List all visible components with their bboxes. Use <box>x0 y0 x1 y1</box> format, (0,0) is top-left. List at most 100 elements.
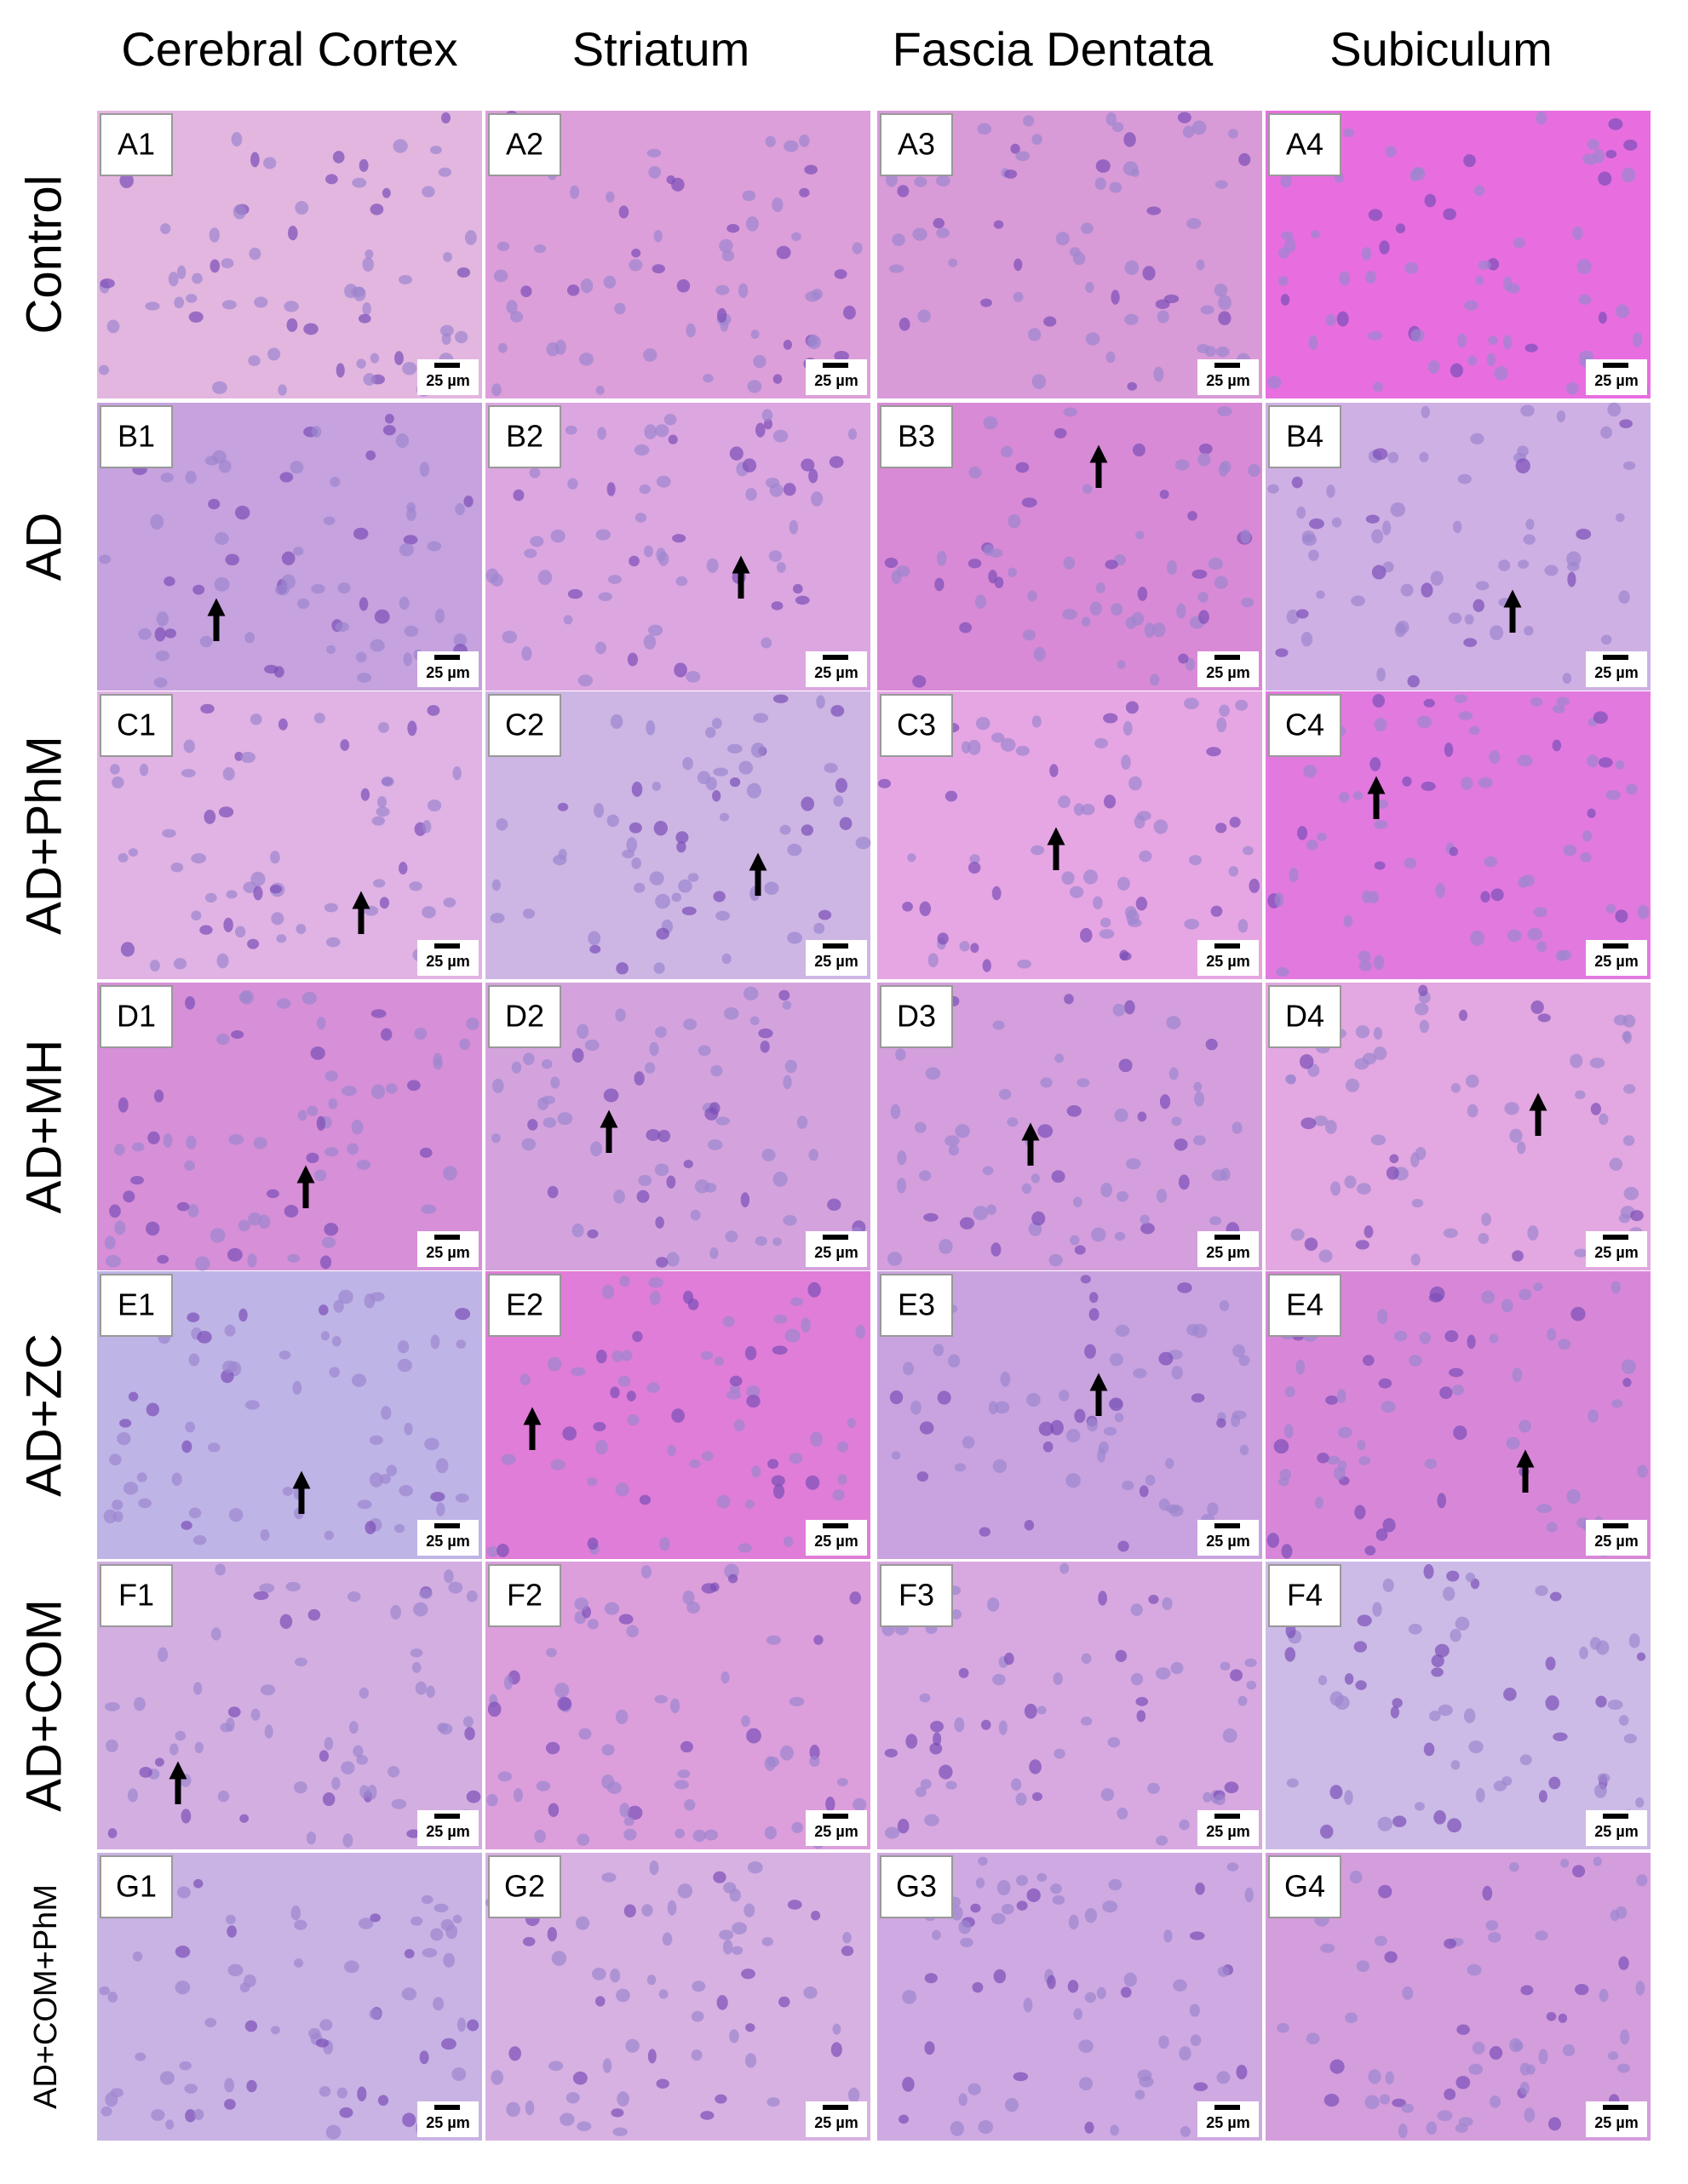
cell <box>1444 1330 1459 1343</box>
cell <box>783 1075 792 1090</box>
cell <box>951 1608 962 1620</box>
cell <box>890 1103 901 1120</box>
cell <box>805 290 821 302</box>
cell <box>371 816 386 826</box>
cell <box>1112 1003 1126 1017</box>
scale-bar <box>1603 1814 1628 1819</box>
cell <box>1411 167 1426 181</box>
cell <box>1026 1888 1041 1902</box>
panel-label-box <box>100 405 173 468</box>
cell <box>344 1960 359 1974</box>
cell <box>1622 1378 1632 1388</box>
cell <box>994 576 1004 588</box>
cell <box>905 1734 918 1749</box>
cell <box>1031 845 1045 856</box>
cell <box>885 1826 900 1839</box>
cell <box>1421 782 1436 791</box>
cell <box>199 635 213 648</box>
cell <box>1621 1359 1636 1374</box>
cell <box>524 548 537 559</box>
cell <box>185 470 197 484</box>
cell <box>338 1289 353 1304</box>
cell <box>726 224 740 233</box>
cell <box>1217 405 1232 416</box>
cell <box>139 1767 152 1778</box>
scale-bar <box>1603 1235 1628 1240</box>
cell <box>247 1253 257 1268</box>
scale-bar <box>1214 1814 1240 1819</box>
column-header: Striatum <box>572 22 750 76</box>
cell <box>1415 1147 1427 1161</box>
cell <box>503 1675 513 1690</box>
cell <box>643 348 657 362</box>
cell <box>1021 497 1037 508</box>
cell <box>130 1175 144 1185</box>
cell <box>210 259 221 273</box>
cell <box>1566 562 1580 571</box>
cell <box>580 278 594 294</box>
panel-label-box <box>100 1274 173 1337</box>
cell <box>430 1492 445 1502</box>
row-label: Control <box>16 175 72 335</box>
cell <box>1478 260 1491 270</box>
cell <box>370 203 384 215</box>
cell <box>357 1499 372 1510</box>
cell <box>634 882 646 893</box>
cell <box>329 1367 340 1378</box>
cell <box>887 1252 903 1266</box>
cell <box>521 645 532 662</box>
cell <box>1574 1983 1589 1996</box>
cell <box>930 1720 944 1733</box>
cell <box>1136 1710 1146 1723</box>
cell <box>1419 451 1429 462</box>
cell <box>1055 232 1070 246</box>
cell <box>1349 1871 1363 1884</box>
cell <box>1015 745 1030 756</box>
cell <box>1189 1931 1205 1940</box>
cell <box>1451 1384 1464 1396</box>
cell <box>439 324 454 337</box>
cell <box>1023 1998 1033 2013</box>
cell <box>1147 1782 1160 1794</box>
cell <box>1128 776 1142 791</box>
cell <box>1284 1647 1296 1662</box>
cell <box>680 1740 693 1753</box>
cell <box>1190 2034 1202 2046</box>
cell <box>214 577 230 592</box>
cell <box>293 1958 304 1968</box>
cell <box>1379 240 1390 255</box>
cell <box>1535 1585 1548 1596</box>
scale-bar <box>1214 1235 1240 1240</box>
cell <box>1538 2049 1548 2065</box>
cell <box>1192 1135 1207 1146</box>
cell <box>434 608 445 623</box>
cell <box>959 941 970 952</box>
cell <box>646 719 656 736</box>
cell <box>1562 2044 1576 2057</box>
cell <box>357 673 372 683</box>
cell <box>308 2027 321 2039</box>
cell <box>1021 1183 1032 1194</box>
cell <box>1352 791 1364 800</box>
cell <box>690 1209 701 1221</box>
cell <box>1574 1248 1588 1258</box>
cell <box>1267 375 1282 389</box>
scale-bar-label: 25 µm <box>1206 1823 1249 1840</box>
cell <box>1022 629 1036 641</box>
cell <box>932 1929 941 1940</box>
cell <box>128 1391 139 1402</box>
cell <box>106 319 120 334</box>
cell <box>149 960 160 972</box>
cell <box>107 1992 118 2003</box>
cell <box>128 848 139 857</box>
scale-bar <box>434 943 460 949</box>
cell <box>993 220 1004 229</box>
cell <box>676 279 691 293</box>
cell <box>675 1828 686 1839</box>
cell <box>1589 1058 1605 1069</box>
cell <box>944 1135 960 1147</box>
cell <box>123 1190 135 1203</box>
cell <box>723 1007 739 1020</box>
